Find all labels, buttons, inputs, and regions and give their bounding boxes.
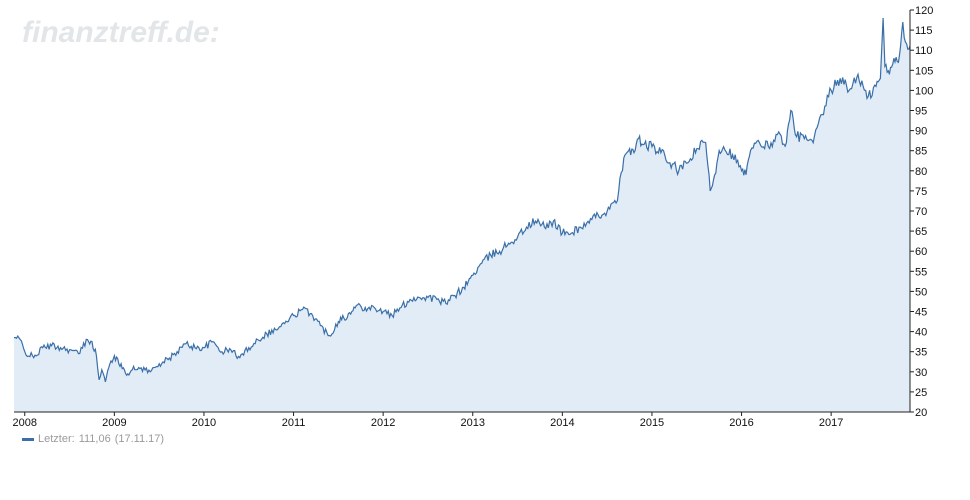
legend-prefix: Letzter: <box>38 433 75 445</box>
y-tick-label: 50 <box>915 286 927 298</box>
y-tick-label: 75 <box>915 186 927 198</box>
y-tick-label: 65 <box>915 226 927 238</box>
legend: Letzter: 111,06 (17.11.17) <box>22 432 164 446</box>
y-tick-label: 100 <box>915 85 933 97</box>
y-tick-label: 30 <box>915 367 927 379</box>
y-tick-label: 45 <box>915 307 927 319</box>
y-tick-label: 60 <box>915 246 927 258</box>
y-tick-label: 25 <box>915 387 927 399</box>
x-tick-label: 2008 <box>13 417 37 429</box>
x-tick-label: 2015 <box>640 417 664 429</box>
legend-date: (17.11.17) <box>114 433 165 445</box>
price-line <box>13 17 911 383</box>
y-tick-label: 95 <box>915 106 927 118</box>
watermark-logo: finanztreff.de: <box>22 16 220 49</box>
y-tick-label: 85 <box>915 146 927 158</box>
x-tick-label: 2013 <box>461 417 485 429</box>
x-tick-label: 2017 <box>819 417 843 429</box>
legend-value: 111,06 <box>78 433 111 445</box>
x-tick-label: 2010 <box>192 417 216 429</box>
x-tick-label: 2012 <box>371 417 395 429</box>
y-tick-label: 70 <box>915 206 927 218</box>
y-tick-label: 110 <box>915 45 933 57</box>
legend-swatch <box>22 437 34 441</box>
y-tick-label: 80 <box>915 166 927 178</box>
x-tick-label: 2016 <box>729 417 753 429</box>
y-tick-label: 40 <box>915 327 927 339</box>
y-tick-label: 20 <box>915 407 927 419</box>
y-tick-label: 115 <box>915 25 933 37</box>
y-tick-label: 90 <box>915 126 927 138</box>
y-tick-label: 120 <box>915 5 933 17</box>
y-tick-label: 35 <box>915 347 927 359</box>
x-tick-label: 2009 <box>102 417 126 429</box>
y-tick-label: 105 <box>915 65 933 77</box>
y-tick-label: 55 <box>915 266 927 278</box>
x-tick-label: 2011 <box>282 417 306 429</box>
x-tick-label: 2014 <box>550 417 574 429</box>
price-area <box>14 18 910 412</box>
plot-area <box>13 17 911 412</box>
axes: 2008 2009 2010 2011 2012 2013 2014 2015 2016 2017… <box>13 5 934 429</box>
